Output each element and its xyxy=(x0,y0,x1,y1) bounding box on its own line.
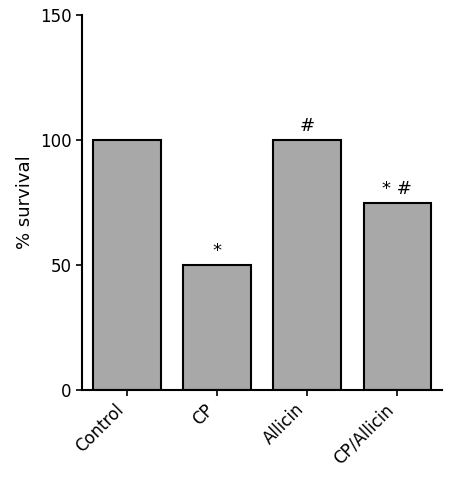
Bar xyxy=(93,140,161,390)
Bar xyxy=(273,140,340,390)
Bar xyxy=(183,265,250,390)
Bar xyxy=(363,202,430,390)
Text: *: * xyxy=(212,242,221,260)
Y-axis label: % survival: % survival xyxy=(16,156,35,250)
Text: #: # xyxy=(299,117,314,135)
Text: * #: * # xyxy=(381,180,411,198)
